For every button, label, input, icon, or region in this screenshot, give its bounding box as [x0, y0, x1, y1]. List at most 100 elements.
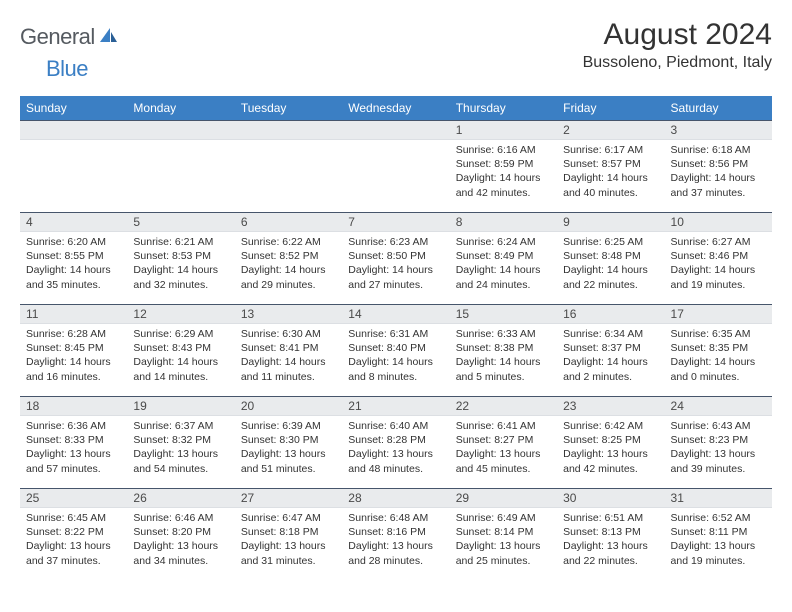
sunrise-text: Sunrise: 6:16 AM [456, 143, 551, 157]
calendar-day-cell: 27Sunrise: 6:47 AMSunset: 8:18 PMDayligh… [235, 489, 342, 581]
sunrise-text: Sunrise: 6:28 AM [26, 327, 121, 341]
calendar-day-cell: 24Sunrise: 6:43 AMSunset: 8:23 PMDayligh… [665, 397, 772, 489]
daylight-text: Daylight: 13 hours and 19 minutes. [671, 539, 766, 567]
sunset-text: Sunset: 8:18 PM [241, 525, 336, 539]
day-number: 1 [450, 121, 557, 140]
calendar-day-cell: 28Sunrise: 6:48 AMSunset: 8:16 PMDayligh… [342, 489, 449, 581]
sunset-text: Sunset: 8:46 PM [671, 249, 766, 263]
day-number: 7 [342, 213, 449, 232]
day-details: Sunrise: 6:52 AMSunset: 8:11 PMDaylight:… [665, 508, 772, 572]
day-details: Sunrise: 6:48 AMSunset: 8:16 PMDaylight:… [342, 508, 449, 572]
sunrise-text: Sunrise: 6:29 AM [133, 327, 228, 341]
calendar-day-cell: 18Sunrise: 6:36 AMSunset: 8:33 PMDayligh… [20, 397, 127, 489]
calendar-day-cell: 21Sunrise: 6:40 AMSunset: 8:28 PMDayligh… [342, 397, 449, 489]
sunset-text: Sunset: 8:14 PM [456, 525, 551, 539]
day-details: Sunrise: 6:25 AMSunset: 8:48 PMDaylight:… [557, 232, 664, 296]
calendar-day-cell: 7 Sunrise: 6:23 AMSunset: 8:50 PMDaylight… [342, 213, 449, 305]
sunset-text: Sunset: 8:16 PM [348, 525, 443, 539]
sunrise-text: Sunrise: 6:36 AM [26, 419, 121, 433]
logo-sail-icon [98, 26, 118, 49]
calendar-day-cell: 12Sunrise: 6:29 AMSunset: 8:43 PMDayligh… [127, 305, 234, 397]
day-number: 4 [20, 213, 127, 232]
calendar-day-cell: 29 Sunrise: 6:49 AMSunset: 8:14 PMDayligh… [450, 489, 557, 581]
calendar-week-row: 25Sunrise: 6:45 AMSunset: 8:22 PMDayligh… [20, 489, 772, 581]
day-details: Sunrise: 6:46 AMSunset: 8:20 PMDaylight:… [127, 508, 234, 572]
sunset-text: Sunset: 8:22 PM [26, 525, 121, 539]
sunset-text: Sunset: 8:52 PM [241, 249, 336, 263]
weekday-header: Monday [127, 96, 234, 121]
day-details: Sunrise: 6:20 AMSunset: 8:55 PMDaylight:… [20, 232, 127, 296]
sunset-text: Sunset: 8:55 PM [26, 249, 121, 263]
day-details: Sunrise: 6:18 AMSunset: 8:56 PMDaylight:… [665, 140, 772, 204]
sunset-text: Sunset: 8:13 PM [563, 525, 658, 539]
daylight-text: Daylight: 14 hours and 42 minutes. [456, 171, 551, 199]
daylight-text: Daylight: 13 hours and 34 minutes. [133, 539, 228, 567]
daylight-text: Daylight: 13 hours and 51 minutes. [241, 447, 336, 475]
day-number: 30 [557, 489, 664, 508]
day-number: 25 [20, 489, 127, 508]
daylight-text: Daylight: 14 hours and 35 minutes. [26, 263, 121, 291]
calendar-week-row: 11Sunrise: 6:28 AMSunset: 8:45 PMDayligh… [20, 305, 772, 397]
sunset-text: Sunset: 8:49 PM [456, 249, 551, 263]
sunrise-text: Sunrise: 6:49 AM [456, 511, 551, 525]
daylight-text: Daylight: 13 hours and 54 minutes. [133, 447, 228, 475]
sunset-text: Sunset: 8:37 PM [563, 341, 658, 355]
day-number [127, 121, 234, 140]
sunset-text: Sunset: 8:53 PM [133, 249, 228, 263]
sunset-text: Sunset: 8:32 PM [133, 433, 228, 447]
weekday-header-row: SundayMondayTuesdayWednesdayThursdayFrid… [20, 96, 772, 121]
daylight-text: Daylight: 13 hours and 39 minutes. [671, 447, 766, 475]
sunset-text: Sunset: 8:11 PM [671, 525, 766, 539]
calendar-day-cell: 13Sunrise: 6:30 AMSunset: 8:41 PMDayligh… [235, 305, 342, 397]
day-number [20, 121, 127, 140]
calendar-day-cell: 2Sunrise: 6:17 AMSunset: 8:57 PMDaylight… [557, 121, 664, 213]
sunset-text: Sunset: 8:43 PM [133, 341, 228, 355]
calendar-week-row: 1Sunrise: 6:16 AMSunset: 8:59 PMDaylight… [20, 121, 772, 213]
day-number: 14 [342, 305, 449, 324]
day-details: Sunrise: 6:51 AMSunset: 8:13 PMDaylight:… [557, 508, 664, 572]
calendar-week-row: 4Sunrise: 6:20 AMSunset: 8:55 PMDaylight… [20, 213, 772, 305]
calendar-day-cell: 15Sunrise: 6:33 AMSunset: 8:38 PMDayligh… [450, 305, 557, 397]
logo-text-general: General [20, 24, 95, 50]
day-number: 22 [450, 397, 557, 416]
weekday-header: Sunday [20, 96, 127, 121]
daylight-text: Daylight: 13 hours and 25 minutes. [456, 539, 551, 567]
day-details: Sunrise: 6:35 AMSunset: 8:35 PMDaylight:… [665, 324, 772, 388]
sunrise-text: Sunrise: 6:47 AM [241, 511, 336, 525]
day-number: 6 [235, 213, 342, 232]
daylight-text: Daylight: 14 hours and 22 minutes. [563, 263, 658, 291]
day-details: Sunrise: 6:22 AMSunset: 8:52 PMDaylight:… [235, 232, 342, 296]
calendar-day-cell: 31Sunrise: 6:52 AMSunset: 8:11 PMDayligh… [665, 489, 772, 581]
calendar-day-cell: 30Sunrise: 6:51 AMSunset: 8:13 PMDayligh… [557, 489, 664, 581]
day-number: 29 [450, 489, 557, 508]
calendar-body: 1Sunrise: 6:16 AMSunset: 8:59 PMDaylight… [20, 121, 772, 581]
month-title: August 2024 [583, 18, 772, 52]
day-details: Sunrise: 6:41 AMSunset: 8:27 PMDaylight:… [450, 416, 557, 480]
sunset-text: Sunset: 8:48 PM [563, 249, 658, 263]
sunrise-text: Sunrise: 6:43 AM [671, 419, 766, 433]
day-number [235, 121, 342, 140]
sunrise-text: Sunrise: 6:34 AM [563, 327, 658, 341]
sunrise-text: Sunrise: 6:35 AM [671, 327, 766, 341]
day-details: Sunrise: 6:40 AMSunset: 8:28 PMDaylight:… [342, 416, 449, 480]
sunset-text: Sunset: 8:40 PM [348, 341, 443, 355]
day-details: Sunrise: 6:27 AMSunset: 8:46 PMDaylight:… [665, 232, 772, 296]
sunset-text: Sunset: 8:57 PM [563, 157, 658, 171]
day-details: Sunrise: 6:42 AMSunset: 8:25 PMDaylight:… [557, 416, 664, 480]
day-number: 24 [665, 397, 772, 416]
day-number: 5 [127, 213, 234, 232]
daylight-text: Daylight: 14 hours and 27 minutes. [348, 263, 443, 291]
sunrise-text: Sunrise: 6:48 AM [348, 511, 443, 525]
calendar-day-cell: 14Sunrise: 6:31 AMSunset: 8:40 PMDayligh… [342, 305, 449, 397]
sunrise-text: Sunrise: 6:18 AM [671, 143, 766, 157]
sunset-text: Sunset: 8:50 PM [348, 249, 443, 263]
day-details: Sunrise: 6:47 AMSunset: 8:18 PMDaylight:… [235, 508, 342, 572]
calendar-day-cell [127, 121, 234, 213]
logo: General [20, 18, 120, 50]
sunset-text: Sunset: 8:25 PM [563, 433, 658, 447]
day-number: 20 [235, 397, 342, 416]
sunrise-text: Sunrise: 6:22 AM [241, 235, 336, 249]
calendar-day-cell: 23Sunrise: 6:42 AMSunset: 8:25 PMDayligh… [557, 397, 664, 489]
sunrise-text: Sunrise: 6:23 AM [348, 235, 443, 249]
sunrise-text: Sunrise: 6:31 AM [348, 327, 443, 341]
